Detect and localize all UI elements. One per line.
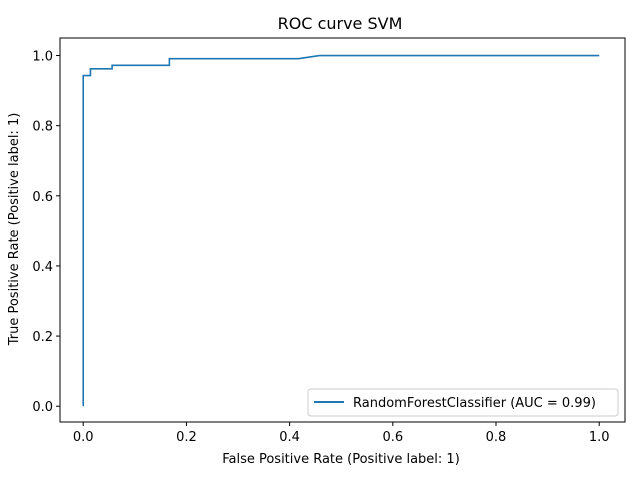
x-tick-label: 0.2: [176, 430, 197, 445]
y-tick-label: 0.0: [32, 400, 53, 415]
x-tick-label: 0.6: [382, 430, 403, 445]
y-axis-title: True Positive Rate (Positive label: 1): [7, 113, 22, 347]
x-tick-label: 0.8: [486, 430, 507, 445]
axes-frame: [59, 37, 626, 423]
x-tick-label: 0.4: [279, 430, 300, 445]
x-tick-label: 0.0: [73, 430, 94, 445]
roc-curve-line-0: [82, 54, 600, 407]
legend-label: RandomForestClassifier (AUC = 0.99): [353, 396, 596, 411]
axis-ticks: 0.0 0.2 0.4 0.6 0.8 1.0 0.0 0.2 0.4 0.6 0.8 1.0: [32, 50, 609, 445]
x-axis-title: False Positive Rate (Positive label: 1): [222, 452, 460, 467]
y-tick-label: 0.8: [32, 120, 53, 135]
plot-area: [59, 37, 626, 423]
chart-title: ROC curve SVM: [278, 14, 403, 33]
y-tick-label: 0.4: [32, 260, 53, 275]
y-tick-label: 0.2: [32, 330, 53, 345]
y-tick-label: 0.6: [32, 190, 53, 205]
y-tick-label: 1.0: [32, 50, 53, 65]
legend: RandomForestClassifier (AUC = 0.99): [307, 388, 619, 417]
x-tick-label: 1.0: [589, 430, 610, 445]
legend-box: [307, 388, 619, 417]
